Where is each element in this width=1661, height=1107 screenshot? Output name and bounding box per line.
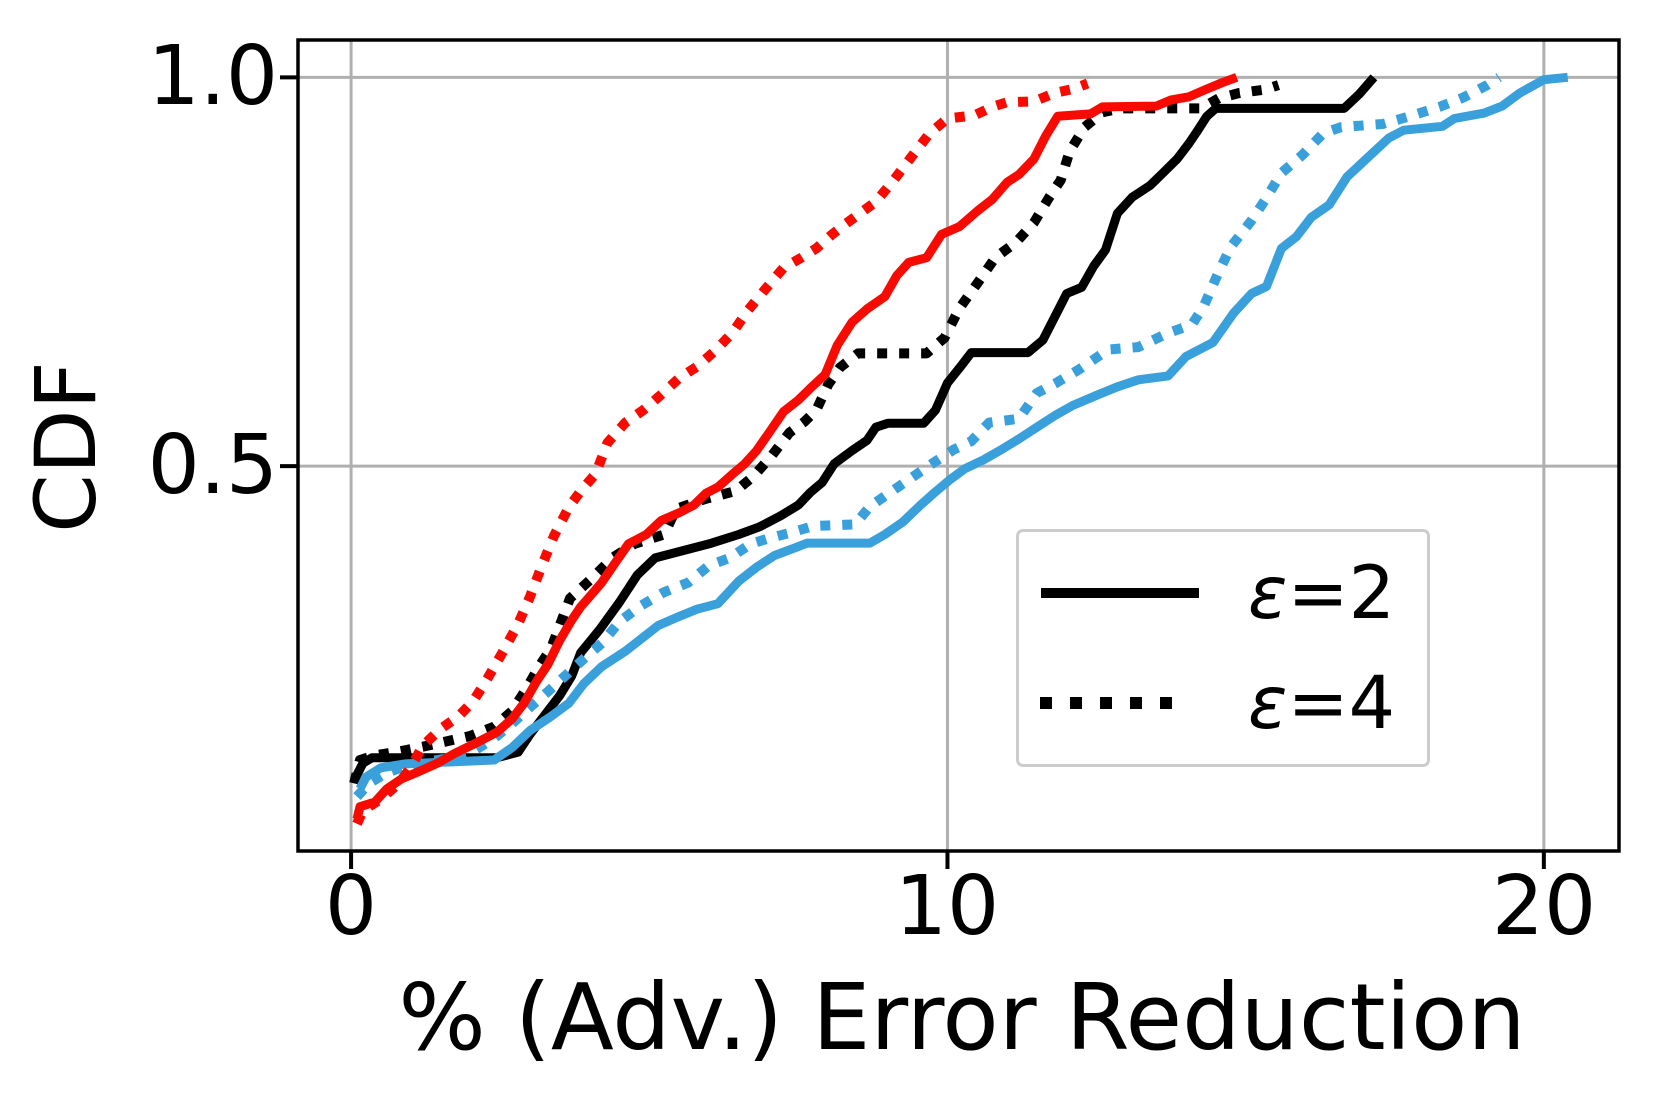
series-red-eps-4 — [352, 78, 1090, 826]
y-axis-label: CDF — [17, 361, 115, 533]
legend-line-solid-icon — [1040, 586, 1200, 600]
legend-label-eps2: ε=2 — [1248, 557, 1395, 630]
y-tick-label-0.5: 0.5 — [147, 418, 278, 513]
legend-item-eps2: ε=2 — [1040, 555, 1427, 631]
legend-item-eps4: ε=4 — [1040, 665, 1427, 741]
x-tick-label-0: 0 — [324, 859, 378, 954]
plot-border — [296, 38, 1621, 853]
legend-label-eps4: ε=4 — [1248, 667, 1395, 740]
series-black-eps-2 — [352, 74, 1378, 777]
legend: ε=2 ε=4 — [1016, 529, 1430, 767]
epsilon-value: =2 — [1287, 550, 1396, 636]
x-tick-label-10: 10 — [894, 859, 1000, 954]
epsilon-value: =4 — [1287, 660, 1396, 746]
y-tick-label-1.0: 1.0 — [147, 29, 278, 124]
x-axis-label: % (Adv.) Error Reduction — [398, 964, 1526, 1071]
epsilon-symbol: ε — [1248, 550, 1288, 636]
series-blue-eps-2 — [355, 72, 1569, 791]
epsilon-symbol: ε — [1248, 660, 1288, 746]
series-black-eps-4 — [349, 80, 1281, 785]
x-tick-label-20: 20 — [1491, 859, 1597, 954]
legend-line-dotted-icon — [1040, 696, 1200, 710]
series-red-eps-2 — [352, 73, 1239, 821]
series-blue-eps-4 — [353, 73, 1502, 800]
